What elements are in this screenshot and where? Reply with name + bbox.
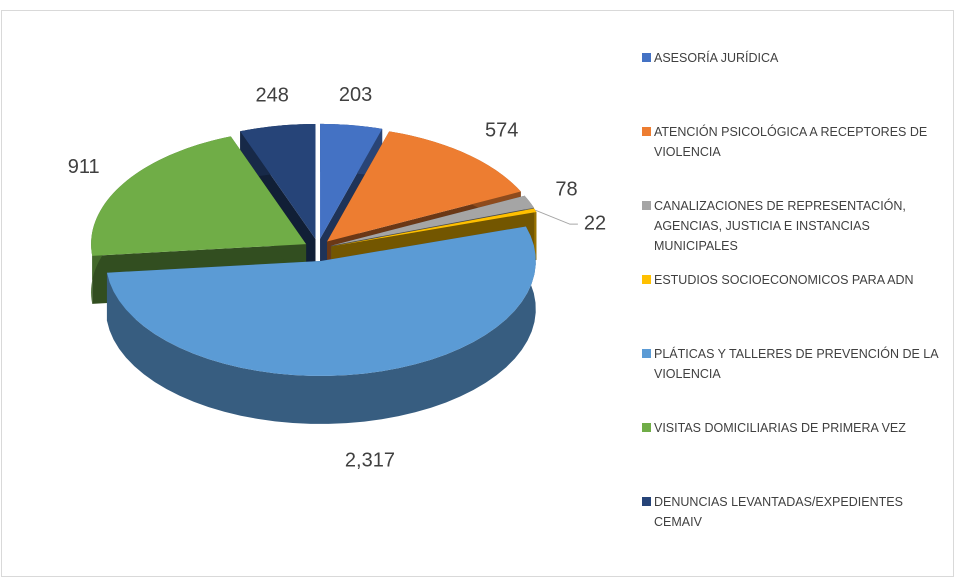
legend-swatch [642,127,651,136]
slice-top [331,208,537,247]
legend-label: VISITAS DOMICILIARIAS DE PRIMERA VEZ [654,421,906,435]
legend-swatch [642,53,651,62]
legend-swatch [642,201,651,210]
data-label: 574 [485,120,518,142]
slice-top [106,226,536,376]
legend-swatch [642,497,651,506]
legend-item: PLÁTICAS Y TALLERES DE PREVENCIÓN DE LA … [642,344,947,418]
data-label: 2,317 [345,449,395,471]
legend-item: VISITAS DOMICILIARIAS DE PRIMERA VEZ [642,418,947,492]
legend-swatch [642,349,651,358]
data-label: 22 [584,212,606,234]
slice-top [327,131,521,242]
legend-label: ESTUDIOS SOCIOECONOMICOS PARA ADN [654,273,914,287]
slice-top [240,123,316,239]
slice-top [330,195,534,246]
legend-label: ASESORÍA JURÍDICA [654,51,779,65]
legend-item: DENUNCIAS LEVANTADAS/EXPEDIENTES CEMAIV [642,492,947,566]
legend-item: ATENCIÓN PSICOLÓGICA A RECEPTORES DE VIO… [642,122,947,196]
slice [106,226,536,424]
slice-top [320,123,383,239]
data-label: 248 [256,85,289,107]
leader-line [535,209,578,225]
legend-label: PLÁTICAS Y TALLERES DE PREVENCIÓN DE LA … [654,347,938,381]
legend-item: ASESORÍA JURÍDICA [642,48,947,122]
legend-swatch [642,275,651,284]
legend-item: CANALIZACIONES DE REPRESENTACIÓN, AGENCI… [642,196,947,270]
slice-top [91,136,307,256]
data-label: 911 [68,156,100,178]
data-label: 78 [555,178,577,200]
legend-swatch [642,423,651,432]
slice-side [534,208,537,260]
legend-label: CANALIZACIONES DE REPRESENTACIÓN, AGENCI… [654,199,906,253]
legend-item: ESTUDIOS SOCIOECONOMICOS PARA ADN [642,270,947,344]
slice-side [106,226,536,424]
data-label: 203 [339,84,372,106]
legend-label: ATENCIÓN PSICOLÓGICA A RECEPTORES DE VIO… [654,125,928,159]
legend-label: DENUNCIAS LEVANTADAS/EXPEDIENTES CEMAIV [654,495,903,529]
chart-frame [1,10,954,577]
legend: ASESORÍA JURÍDICA ATENCIÓN PSICOLÓGICA A … [642,48,947,566]
